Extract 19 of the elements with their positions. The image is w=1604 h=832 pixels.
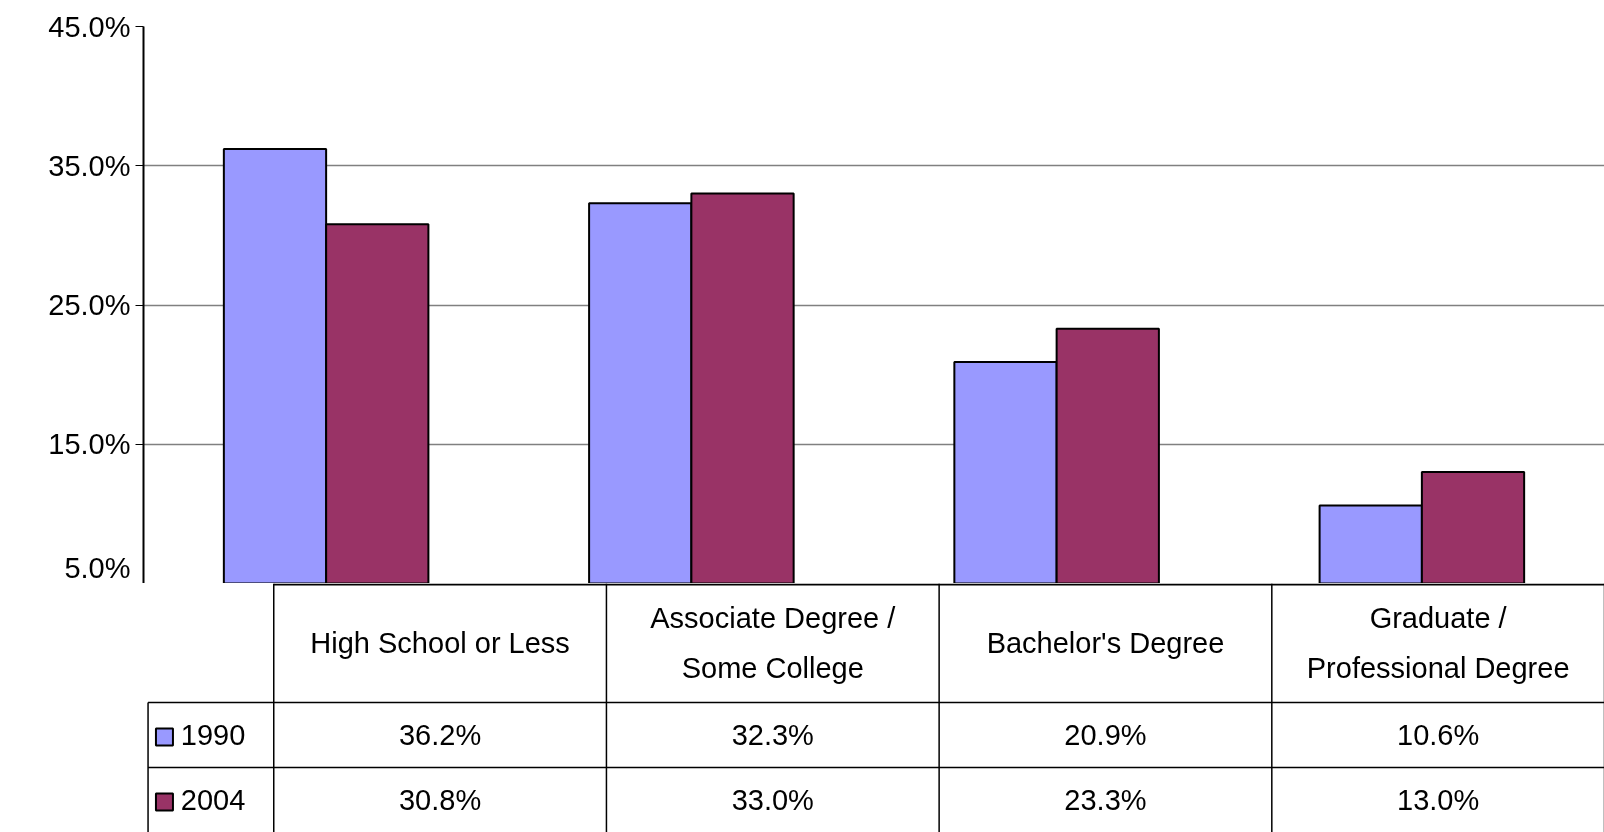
data-label: 30.8% xyxy=(398,784,482,816)
data-label: 13.0% xyxy=(1397,784,1480,816)
data-label: 23.3% xyxy=(1064,784,1147,816)
x-tick-label: Bachelor's Degree xyxy=(986,627,1225,659)
data-label: 10.6% xyxy=(1397,719,1480,751)
data-label: 32.3% xyxy=(731,719,814,751)
x-tick-label: High School or Less xyxy=(310,627,570,659)
x-tick-label: Associate Degree / Some College xyxy=(650,602,897,684)
y-tick-label: 25.0% xyxy=(48,289,131,321)
data-label: 33.0% xyxy=(731,784,814,816)
data-label: 36.2% xyxy=(398,719,482,751)
data-label: 20.9% xyxy=(1064,719,1147,751)
legend-label: 2004 xyxy=(180,784,246,816)
y-tick-label: 35.0% xyxy=(48,149,131,182)
legend-label: 1990 xyxy=(180,719,246,751)
y-tick-label: 15.0% xyxy=(48,428,131,461)
y-tick-label: 45.0% xyxy=(48,10,131,43)
y-tick-label: 5.0% xyxy=(64,551,131,584)
x-tick-label: Graduate / Professional Degree xyxy=(1306,602,1570,684)
